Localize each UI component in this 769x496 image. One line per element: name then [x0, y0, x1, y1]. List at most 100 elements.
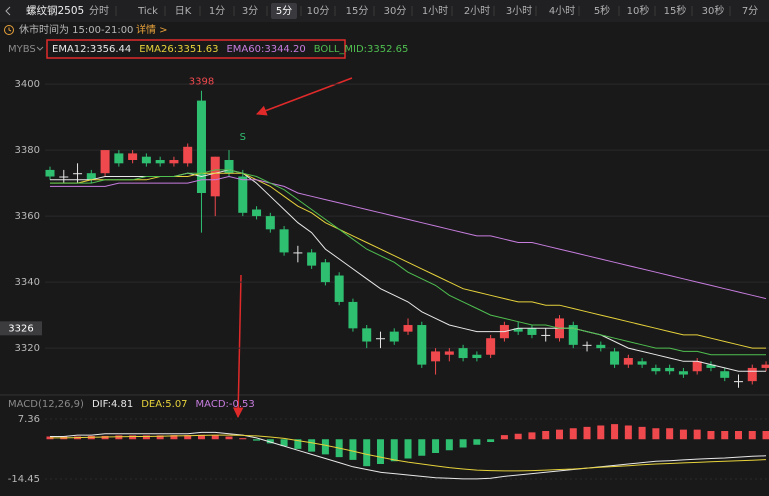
tab[interactable]: Tick: [137, 6, 158, 17]
tab[interactable]: 1小时: [422, 5, 448, 17]
legend-entry: DEA:5.07: [141, 399, 187, 410]
high-label: 3398: [189, 77, 214, 88]
tab[interactable]: 1分: [209, 5, 225, 17]
tab[interactable]: 7分: [742, 5, 758, 17]
tab[interactable]: 30分: [384, 5, 407, 17]
macd-bar: [129, 435, 137, 440]
macd-bar: [514, 433, 522, 440]
candle-body: [513, 328, 523, 332]
candle-body: [210, 156, 220, 197]
macd-bar: [156, 435, 164, 440]
tab[interactable]: 5秒: [594, 4, 610, 17]
tab[interactable]: 4小时: [549, 5, 575, 17]
candle-body: [486, 338, 496, 355]
macd-bar: [363, 439, 371, 467]
tab[interactable]: 5分: [276, 5, 292, 17]
candle-body: [348, 301, 358, 329]
tab[interactable]: 分时: [89, 5, 109, 17]
candle-body: [293, 252, 303, 254]
tab-active-bg: [271, 3, 297, 19]
macd-bar: [666, 428, 674, 440]
candle-body: [458, 348, 468, 359]
highlight-box: [46, 39, 346, 59]
y-tick-label: 3340: [15, 277, 40, 288]
macd-bar: [473, 439, 481, 445]
macd-bar: [432, 439, 440, 454]
candle-body: [265, 216, 275, 230]
macd-bar: [239, 438, 247, 440]
macd-bar: [528, 432, 536, 440]
candle-body: [375, 338, 385, 340]
tab[interactable]: 15分: [346, 5, 369, 17]
legend-entry: EMA26:3351.63: [139, 44, 218, 55]
macd-bar: [597, 425, 605, 440]
tab[interactable]: 10分: [307, 5, 330, 17]
candle-body: [541, 334, 551, 336]
candle-body: [747, 367, 757, 382]
macd-bar: [748, 430, 756, 440]
candle-body: [472, 354, 482, 359]
macd-bar: [487, 439, 495, 442]
macd-bar: [624, 425, 632, 440]
notice-link[interactable]: 详情 >: [136, 23, 168, 36]
candle-body: [279, 229, 289, 253]
tabs: 分时 Tick 日K 1分 3分 5分 10分 15分 30分 1小时 2小时 3小时 4小时 5秒 10秒…: [89, 3, 758, 19]
tab[interactable]: 3小时: [506, 5, 532, 17]
indicator-source[interactable]: MYBS: [8, 44, 36, 55]
macd-bar: [184, 435, 192, 440]
tab[interactable]: 2小时: [464, 5, 490, 17]
legend-entry: EMA60:3344.20: [226, 44, 305, 55]
macd-title: MACD(12,26,9): [8, 399, 84, 410]
macd-bar: [253, 439, 261, 441]
candle-body: [692, 361, 702, 372]
back-icon[interactable]: [5, 6, 11, 16]
toolbar-bg: [0, 0, 769, 22]
candle-body: [761, 364, 769, 368]
macd-bar: [170, 435, 178, 440]
cursor-price-bg: [0, 321, 42, 336]
candle-body: [252, 209, 262, 217]
macd-bar: [735, 430, 742, 440]
tab[interactable]: 日K: [175, 6, 192, 17]
macd-bar: [445, 439, 453, 451]
candle-body: [623, 358, 633, 365]
candle-body: [444, 351, 454, 355]
macd-bar: [652, 428, 660, 440]
tab[interactable]: 30秒: [702, 4, 725, 17]
candle-body: [678, 371, 688, 375]
macd-bar: [390, 439, 398, 462]
candle-body: [389, 331, 399, 342]
candle-body: [307, 252, 317, 266]
macd-bar: [611, 424, 619, 440]
candle-body: [169, 160, 179, 164]
candle-body: [720, 371, 730, 378]
y-tick-label: 3380: [15, 145, 40, 156]
candle-body: [431, 351, 441, 362]
indicator-line: [50, 169, 766, 356]
macd-bar: [555, 429, 563, 440]
tab[interactable]: 10秒: [627, 4, 650, 17]
candle-body: [86, 173, 96, 180]
candle-body: [128, 153, 138, 161]
macd-bar: [638, 426, 646, 440]
legend-entry: MACD:-0.53: [196, 399, 255, 410]
candle-body: [734, 381, 743, 383]
candle-body: [73, 173, 83, 175]
y-tick-label: 3360: [15, 211, 40, 222]
tab[interactable]: 15秒: [664, 4, 687, 17]
tab[interactable]: 3分: [242, 5, 258, 17]
candle-body: [582, 344, 592, 346]
macd-bar: [294, 439, 302, 449]
candle-body: [196, 100, 206, 194]
chart-bg: [0, 22, 769, 496]
macd-bar: [500, 435, 508, 440]
candle-body: [224, 160, 234, 174]
macd-bar: [280, 439, 288, 447]
macd-bar: [459, 439, 467, 448]
candle-body: [568, 325, 578, 345]
macd-line: [50, 431, 767, 480]
macd-bar: [376, 439, 384, 465]
candle-body: [362, 328, 372, 342]
